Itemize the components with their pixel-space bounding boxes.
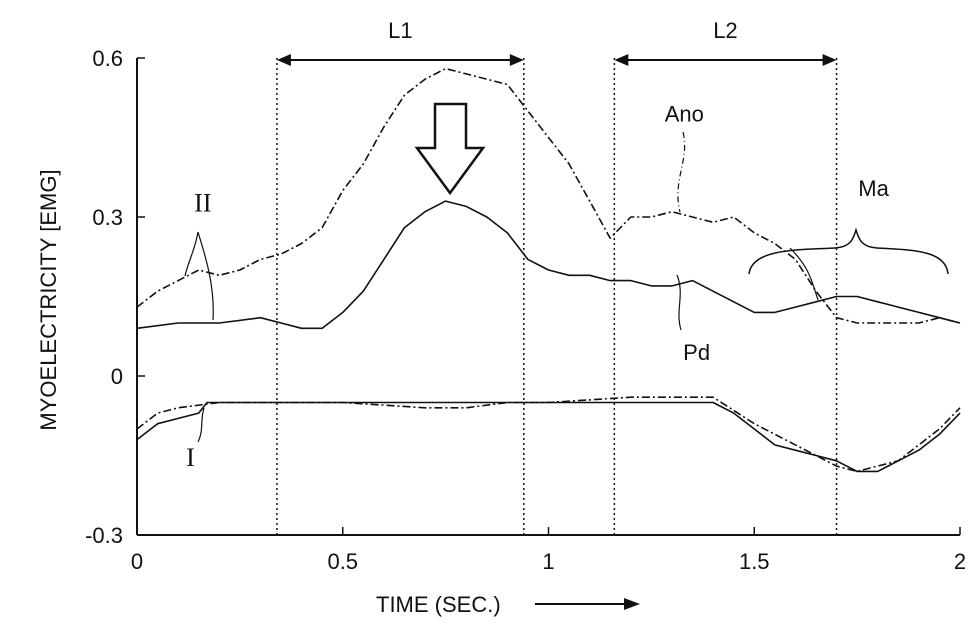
pd-leader-line bbox=[676, 274, 682, 331]
x-tick-label: 0.5 bbox=[327, 549, 358, 574]
y-axis-title: MYOELECTRICITY [EMG] bbox=[36, 169, 61, 430]
series-line-lower-2 bbox=[136, 401, 961, 473]
x-axis-title-group: TIME (SEC.) bbox=[376, 592, 640, 617]
i-leader-line bbox=[197, 407, 205, 443]
x-axis-title-arrowhead bbox=[624, 598, 640, 610]
ma-brace bbox=[748, 227, 949, 275]
time-intervals: L1 L2 bbox=[276, 18, 838, 535]
ii-leader-line-2 bbox=[184, 231, 199, 277]
y-tick-label: 0.3 bbox=[92, 205, 123, 230]
interval-left-arrowhead bbox=[614, 54, 629, 66]
y-tick-label: 0 bbox=[111, 364, 123, 389]
series-line-ano bbox=[136, 67, 961, 324]
interval-label: L1 bbox=[388, 18, 412, 43]
axis-ticks: 0 0.5 1 1.5 2 0.6 0.3 0 -0.3 bbox=[85, 46, 966, 574]
series-line-lower-3 bbox=[136, 396, 961, 473]
x-tick-label: 1.5 bbox=[739, 549, 770, 574]
annotation-label: I bbox=[186, 443, 195, 472]
interval-right-arrowhead bbox=[822, 54, 837, 66]
ii-leader-line bbox=[197, 231, 214, 321]
y-tick-label: 0.6 bbox=[92, 46, 123, 71]
series-line-pd bbox=[136, 200, 961, 330]
ma-leader-line bbox=[789, 247, 819, 301]
annotation-label: II bbox=[194, 189, 211, 218]
x-tick-label: 2 bbox=[954, 549, 966, 574]
annotation-label: Ano bbox=[665, 102, 704, 127]
x-axis-title: TIME (SEC.) bbox=[376, 592, 501, 617]
interval-left-arrowhead bbox=[276, 54, 291, 66]
interval-right-arrowhead bbox=[509, 54, 524, 66]
peak-down-arrow-icon bbox=[414, 102, 486, 196]
annotation-label: Ma bbox=[858, 176, 889, 201]
ano-leader-line bbox=[677, 131, 686, 213]
x-tick-label: 1 bbox=[542, 549, 554, 574]
x-tick-label: 0 bbox=[131, 549, 143, 574]
y-tick-label: -0.3 bbox=[85, 523, 123, 548]
annotation-label: Pd bbox=[683, 340, 710, 365]
series-lines bbox=[136, 67, 961, 473]
interval-label: L2 bbox=[713, 18, 737, 43]
